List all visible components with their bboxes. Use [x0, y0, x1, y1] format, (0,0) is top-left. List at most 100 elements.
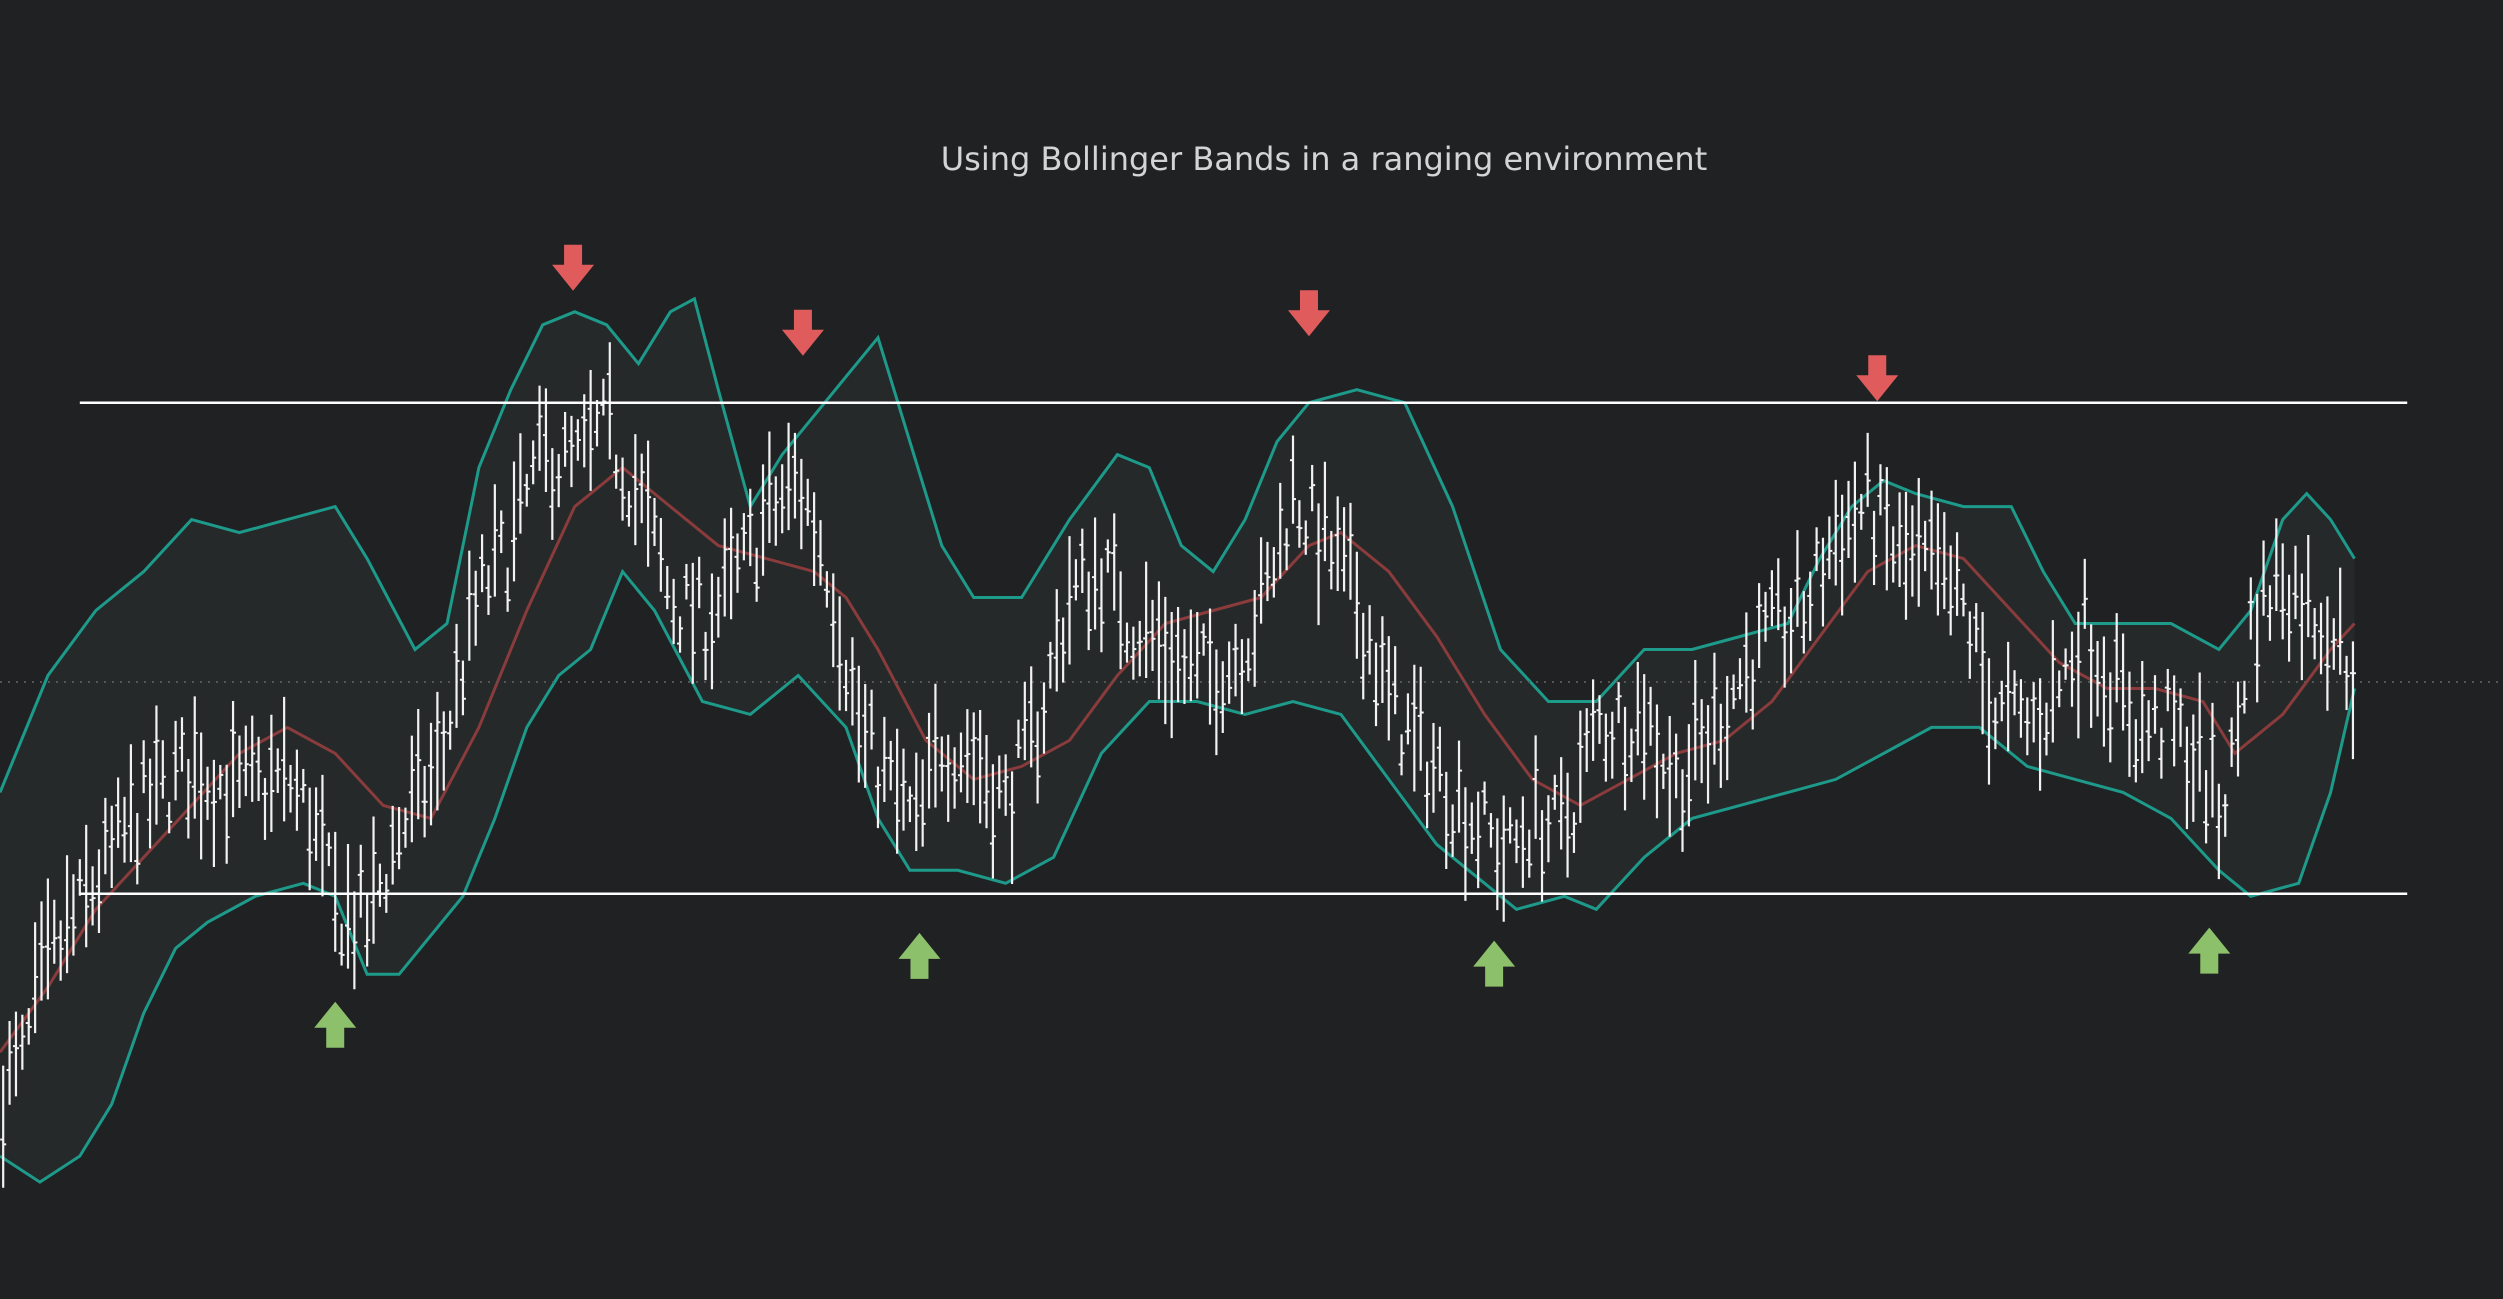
price-bar — [421, 765, 428, 838]
price-bar — [89, 866, 96, 926]
price-bar — [1277, 482, 1284, 579]
price-bar — [2113, 613, 2120, 703]
signal-arrows — [314, 244, 2231, 1048]
price-bar — [1098, 558, 1105, 653]
price-bar — [1992, 697, 1999, 750]
price-bar — [2005, 641, 2012, 752]
price-bar — [1411, 664, 1418, 792]
price-bar — [549, 448, 556, 540]
price-bar — [1819, 537, 1826, 627]
price-bar — [836, 596, 843, 711]
price-bar — [2196, 672, 2203, 792]
price-bar — [983, 735, 990, 829]
price-bar — [1130, 626, 1137, 680]
price-bar — [1328, 530, 1335, 590]
price-bar — [204, 766, 211, 820]
price-bar — [121, 796, 128, 863]
price-bar — [2068, 631, 2075, 707]
price-bar — [1373, 642, 1380, 727]
price-bar — [1615, 682, 1622, 724]
price-bar — [389, 805, 396, 885]
price-bar — [1698, 699, 1705, 784]
price-bar — [1219, 661, 1226, 734]
price-bar — [1985, 658, 1992, 785]
price-bar — [159, 740, 166, 799]
price-bar — [1206, 608, 1213, 725]
price-bar — [989, 764, 996, 879]
price-bar — [613, 454, 620, 489]
price-bar — [479, 534, 486, 593]
price-bar — [300, 768, 307, 803]
price-bar — [434, 691, 441, 811]
price-bar — [166, 801, 173, 834]
price-bar — [1226, 641, 1233, 704]
price-bar — [440, 711, 447, 791]
price-bar — [862, 684, 869, 788]
price-bar — [127, 744, 134, 863]
price-bar — [2203, 770, 2210, 844]
price-bars — [0, 342, 2408, 1188]
price-bar — [1813, 527, 1820, 572]
price-bar — [740, 513, 747, 561]
price-bar — [977, 710, 984, 824]
price-bar — [2292, 545, 2299, 620]
price-bar — [1040, 682, 1047, 754]
price-bar — [1998, 680, 2005, 722]
price-bar — [408, 735, 415, 843]
price-bar — [868, 689, 875, 750]
price-bar — [2024, 697, 2031, 756]
price-bar — [753, 547, 760, 602]
price-bar — [1711, 652, 1718, 765]
price-bar — [1685, 724, 1692, 827]
price-bar — [140, 740, 147, 794]
price-bar — [472, 570, 479, 646]
price-bar — [2215, 783, 2222, 880]
price-bar — [453, 623, 460, 728]
price-bar — [1788, 588, 1795, 674]
lower-band-line — [0, 568, 2356, 1184]
price-bar — [1634, 662, 1641, 756]
price-bar — [1641, 674, 1648, 800]
price-bar — [2171, 675, 2178, 767]
price-bar — [913, 752, 920, 851]
price-bar — [504, 567, 511, 612]
price-bar — [1545, 795, 1552, 863]
price-bar — [945, 734, 952, 822]
price-bar — [1839, 494, 1846, 616]
price-bar — [1404, 693, 1411, 745]
price-bar — [1724, 676, 1731, 781]
price-bar — [1577, 710, 1584, 823]
price-bar — [1449, 804, 1456, 857]
price-bar — [319, 774, 326, 897]
price-bar — [1660, 753, 1667, 789]
price-bar — [1028, 666, 1035, 768]
price-bar — [185, 759, 192, 839]
price-bar — [1902, 491, 1909, 620]
price-bar — [70, 874, 77, 956]
price-bar — [721, 518, 728, 617]
price-bar — [1104, 539, 1111, 573]
price-bar — [178, 717, 185, 772]
price-bar — [2260, 540, 2267, 616]
price-bar — [147, 758, 154, 849]
price-bar — [2152, 675, 2159, 734]
price-bar — [1436, 726, 1443, 792]
price-bar — [1066, 536, 1073, 665]
price-bar — [12, 1011, 19, 1097]
price-bar — [1111, 513, 1118, 611]
price-bar — [1743, 612, 1750, 713]
price-bar — [236, 735, 243, 809]
price-bar — [498, 510, 505, 554]
price-bar — [855, 665, 862, 783]
sell-arrow-icon — [552, 244, 595, 291]
price-bar — [1264, 541, 1271, 602]
price-bar — [2081, 558, 2088, 629]
price-bar — [651, 497, 658, 547]
price-bar — [1296, 500, 1303, 548]
price-bar — [1526, 829, 1533, 878]
price-bar — [1258, 537, 1265, 624]
price-bar — [1832, 479, 1839, 586]
price-bar — [2056, 670, 2063, 708]
price-bar — [587, 370, 594, 491]
price-bar — [1194, 611, 1201, 699]
